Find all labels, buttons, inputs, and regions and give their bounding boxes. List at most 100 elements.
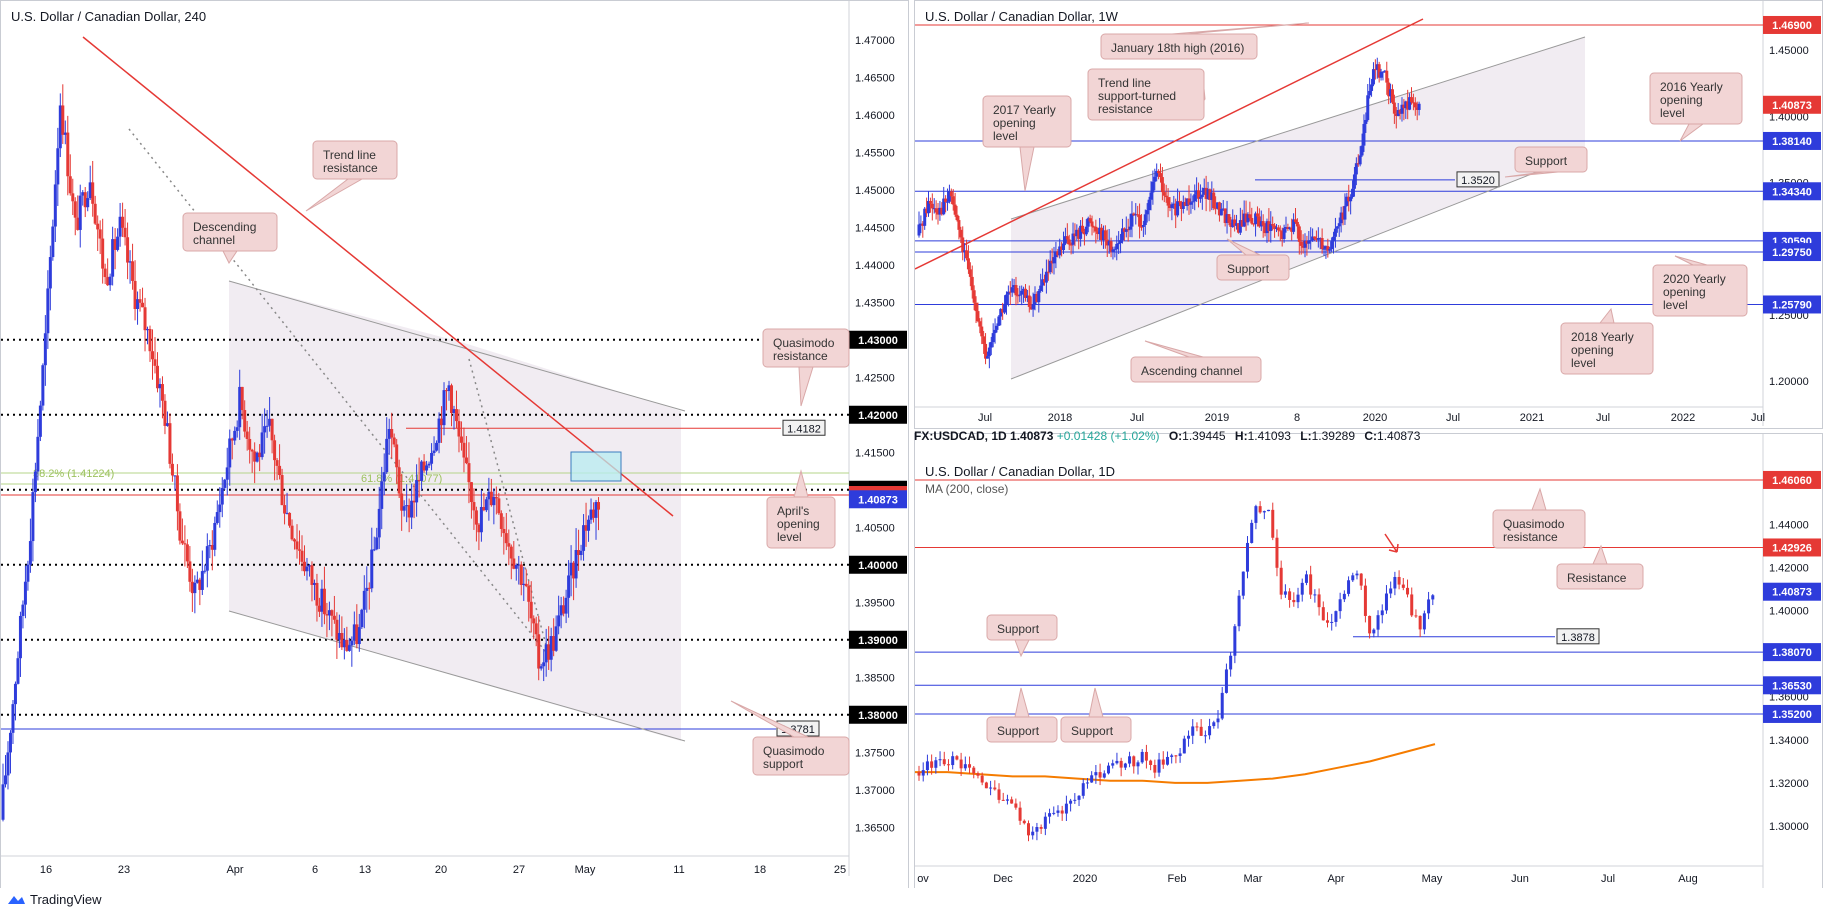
callout-support-2-text-0: Support <box>1227 262 1270 276</box>
h4-candle <box>579 550 583 555</box>
daily-candle <box>1035 827 1039 832</box>
weekly-candle <box>1274 227 1278 229</box>
daily-y-tick: 1.30000 <box>1769 821 1809 833</box>
h4-candle <box>300 550 304 562</box>
symbol-close-value: 1.40873 <box>1377 429 1421 443</box>
weekly-candle <box>1225 214 1229 223</box>
weekly-candle <box>1056 251 1060 256</box>
weekly-candle <box>1153 176 1157 182</box>
tradingview-logo[interactable]: TradingView <box>6 892 102 907</box>
h4-candle <box>33 471 37 493</box>
weekly-candle <box>917 224 921 236</box>
weekly-candle <box>984 343 988 359</box>
ma-200-line <box>915 743 1436 784</box>
weekly-chart-panel[interactable]: U.S. Dollar / Canadian Dollar, 1W 1.4500… <box>914 0 1823 429</box>
h4-candle <box>370 549 374 589</box>
label-1-4182: 1.4182 <box>787 423 821 435</box>
weekly-candle <box>1197 190 1201 199</box>
daily-candle <box>1384 593 1388 611</box>
weekly-candle <box>1415 107 1419 110</box>
symbol-name[interactable]: FX:USDCAD, 1D <box>914 429 1007 443</box>
h4-candle <box>68 176 72 194</box>
h4-candle <box>584 525 588 531</box>
h4-candle <box>293 539 297 542</box>
h4-y-tick: 1.43500 <box>855 297 895 309</box>
h4-candle <box>173 475 177 477</box>
descending-channel-fill <box>229 281 681 741</box>
weekly-candle <box>1217 202 1221 216</box>
weekly-candle <box>1164 195 1168 198</box>
h4-y-tick: 1.45500 <box>855 147 895 159</box>
daily-y-tick: 1.36000 <box>1769 692 1809 704</box>
weekly-candle <box>991 333 995 343</box>
daily-x-tick: 2020 <box>1073 873 1097 885</box>
daily-candle <box>1245 542 1249 572</box>
weekly-candle <box>1134 214 1138 216</box>
h4-candle <box>375 537 379 550</box>
weekly-candle <box>1330 241 1334 250</box>
weekly-candle <box>1139 226 1143 228</box>
red-arrow-icon <box>1384 533 1399 553</box>
weekly-candle <box>1240 220 1244 227</box>
h4-candle <box>205 546 209 571</box>
weekly-candle <box>1020 290 1024 295</box>
weekly-candle <box>1109 241 1113 252</box>
daily-x-tick: Jun <box>1511 873 1529 885</box>
daily-candle <box>1174 755 1178 757</box>
weekly-candle <box>953 204 957 215</box>
weekly-candle <box>1014 285 1018 296</box>
weekly-candle <box>1115 243 1119 250</box>
weekly-candle <box>957 220 961 230</box>
weekly-candle <box>1200 194 1204 198</box>
callout-ascending-channel-box <box>1130 356 1262 383</box>
h4-y-tick: 1.40500 <box>855 522 895 534</box>
h4-candle <box>175 475 179 512</box>
weekly-candle <box>1311 236 1315 241</box>
daily-price-box-1: 1.42926 <box>1772 542 1812 554</box>
weekly-candle <box>1145 210 1149 215</box>
weekly-candle <box>934 208 938 213</box>
weekly-chart-canvas[interactable]: 1.450001.400001.350001.300001.250001.200… <box>915 1 1822 428</box>
weekly-candle <box>997 316 1001 326</box>
weekly-candle <box>1098 227 1102 235</box>
daily-candle <box>951 756 955 766</box>
daily-y-tick: 1.42000 <box>1769 562 1809 574</box>
h4-candle <box>549 636 553 660</box>
weekly-candle <box>949 191 953 197</box>
weekly-candle <box>1345 196 1349 206</box>
weekly-candle <box>1079 225 1083 239</box>
h4-y-tick: 1.44000 <box>855 260 895 272</box>
daily-candle <box>921 770 925 776</box>
weekly-candle <box>1286 226 1290 230</box>
h4-candle <box>310 565 314 585</box>
weekly-candle <box>1288 227 1292 230</box>
weekly-candle <box>1362 123 1366 146</box>
h4-candle <box>178 511 182 541</box>
daily-chart-panel[interactable]: U.S. Dollar / Canadian Dollar, 1D MA (20… <box>914 433 1823 890</box>
weekly-candle <box>1292 219 1296 232</box>
h4-candle <box>21 604 25 616</box>
weekly-candle <box>1208 189 1212 200</box>
h4-candle <box>499 513 503 529</box>
weekly-candle <box>1179 201 1183 209</box>
h4-candle <box>430 452 434 464</box>
h4-candle <box>340 633 344 648</box>
weekly-candle <box>1314 238 1318 240</box>
h4-chart-canvas[interactable]: 1.47000 1.46500 1.46000 1.45500 1.45000 1.445… <box>1 1 908 889</box>
h4-candle <box>128 261 132 263</box>
daily-candle <box>1157 759 1161 773</box>
weekly-candle <box>927 200 931 214</box>
h4-candle <box>190 581 194 594</box>
daily-candle <box>1149 760 1153 765</box>
daily-chart-canvas[interactable]: 1.440001.420001.400001.380001.360001.340… <box>915 434 1822 889</box>
h4-candle <box>469 482 473 503</box>
callout-quasimodo-resistance-text-0: Quasimodo <box>773 336 835 350</box>
weekly-candle <box>1408 97 1412 110</box>
callout-quasimodo-resistance-box <box>762 328 850 368</box>
daily-candle <box>1077 795 1081 800</box>
h4-chart-panel[interactable]: U.S. Dollar / Canadian Dollar, 240 1.470… <box>0 0 909 890</box>
weekly-candle <box>968 269 972 277</box>
h4-candle <box>322 588 326 615</box>
weekly-candle <box>982 336 986 344</box>
weekly-candle <box>1284 226 1288 229</box>
